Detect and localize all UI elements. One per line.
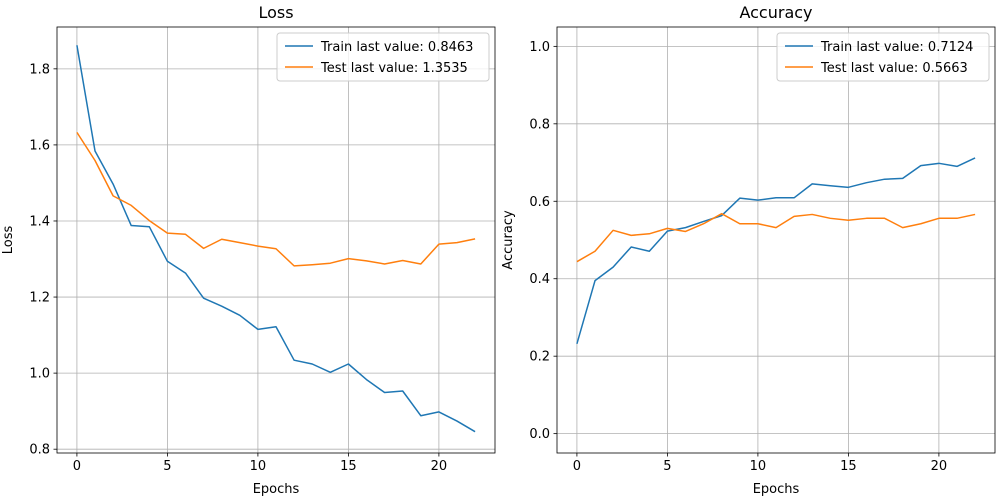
legend-label-0: Train last value: 0.8463 xyxy=(320,40,473,55)
legend-box xyxy=(276,32,490,82)
chart-title: Accuracy xyxy=(739,3,812,22)
y-tick-label: 0.6 xyxy=(529,195,550,210)
y-tick-label: 1.0 xyxy=(529,40,550,55)
y-tick-label: 0.8 xyxy=(529,117,550,132)
x-tick-label: 20 xyxy=(431,459,448,474)
legend-box xyxy=(776,32,990,82)
y-axis-label: Accuracy xyxy=(501,210,516,270)
legend-label-1: Test last value: 0.5663 xyxy=(820,61,968,76)
y-tick-label: 1.2 xyxy=(29,291,50,306)
y-tick-label: 1.8 xyxy=(29,62,50,77)
series-line-0 xyxy=(576,157,976,344)
x-tick-label: 10 xyxy=(250,459,267,474)
y-tick-label: 1.0 xyxy=(29,367,50,382)
x-tick-label: 5 xyxy=(663,459,671,474)
y-tick-label: 0.8 xyxy=(29,443,50,458)
chart-title: Loss xyxy=(258,3,293,22)
x-axis-label: Epochs xyxy=(253,482,300,497)
x-tick-label: 5 xyxy=(163,459,171,474)
y-tick-label: 1.6 xyxy=(29,138,50,153)
series-line-0 xyxy=(76,45,476,433)
x-tick-label: 0 xyxy=(73,459,81,474)
series-line-1 xyxy=(76,131,476,267)
x-axis-label: Epochs xyxy=(753,482,800,497)
plot-frame xyxy=(56,26,496,454)
y-tick-label: 0.0 xyxy=(529,427,550,442)
y-tick-label: 0.2 xyxy=(529,350,550,365)
chart-1: 0 5 10 15 20 0.0 0.2 0.4 0.6 0.8 1.0 Accuracy Epochs… xyxy=(501,3,996,497)
x-tick-label: 15 xyxy=(340,459,357,474)
y-tick-label: 0.4 xyxy=(529,272,550,287)
chart-0: 0 5 10 15 20 0.8 1.0 1.2 1.4 1.6 1.8 Loss Epochs Loss… xyxy=(1,3,496,497)
legend-label-1: Test last value: 1.3535 xyxy=(320,61,468,76)
x-tick-label: 20 xyxy=(931,459,948,474)
legend: Train last value: 0.7124 Test last value:… xyxy=(776,32,990,82)
x-tick-label: 0 xyxy=(573,459,581,474)
legend: Train last value: 0.8463 Test last value:… xyxy=(276,32,490,82)
series-line-1 xyxy=(576,212,976,263)
legend-label-0: Train last value: 0.7124 xyxy=(820,40,973,55)
y-axis-label: Loss xyxy=(1,226,16,255)
y-tick-label: 1.4 xyxy=(29,214,50,229)
x-tick-label: 15 xyxy=(840,459,857,474)
x-tick-label: 10 xyxy=(750,459,767,474)
plot-frame xyxy=(556,26,996,454)
